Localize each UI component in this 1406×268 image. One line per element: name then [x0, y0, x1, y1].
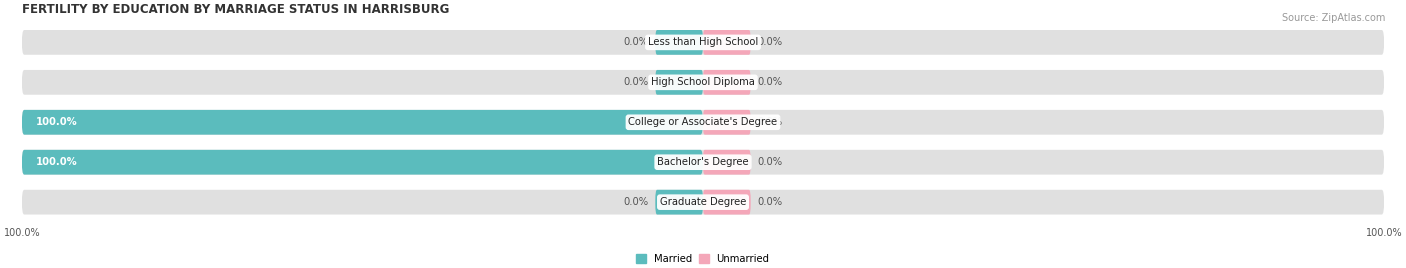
FancyBboxPatch shape: [21, 150, 1385, 174]
FancyBboxPatch shape: [703, 30, 751, 55]
Text: 0.0%: 0.0%: [758, 157, 783, 167]
Text: 0.0%: 0.0%: [623, 77, 648, 87]
Text: 0.0%: 0.0%: [758, 37, 783, 47]
FancyBboxPatch shape: [21, 190, 1385, 215]
Legend: Married, Unmarried: Married, Unmarried: [637, 254, 769, 264]
FancyBboxPatch shape: [21, 70, 1385, 95]
FancyBboxPatch shape: [703, 190, 751, 215]
Text: 0.0%: 0.0%: [623, 197, 648, 207]
FancyBboxPatch shape: [703, 110, 751, 135]
Text: 100.0%: 100.0%: [35, 157, 77, 167]
Text: College or Associate's Degree: College or Associate's Degree: [628, 117, 778, 127]
Text: 100.0%: 100.0%: [35, 117, 77, 127]
Text: 0.0%: 0.0%: [623, 37, 648, 47]
FancyBboxPatch shape: [655, 30, 703, 55]
FancyBboxPatch shape: [703, 150, 751, 174]
Text: FERTILITY BY EDUCATION BY MARRIAGE STATUS IN HARRISBURG: FERTILITY BY EDUCATION BY MARRIAGE STATU…: [21, 3, 449, 16]
FancyBboxPatch shape: [21, 110, 1385, 135]
FancyBboxPatch shape: [21, 30, 1385, 55]
FancyBboxPatch shape: [21, 150, 703, 174]
Text: Graduate Degree: Graduate Degree: [659, 197, 747, 207]
Text: Source: ZipAtlas.com: Source: ZipAtlas.com: [1281, 13, 1385, 23]
FancyBboxPatch shape: [655, 70, 703, 95]
Text: 0.0%: 0.0%: [758, 197, 783, 207]
FancyBboxPatch shape: [21, 110, 703, 135]
Text: High School Diploma: High School Diploma: [651, 77, 755, 87]
Text: 0.0%: 0.0%: [758, 117, 783, 127]
FancyBboxPatch shape: [703, 70, 751, 95]
Text: Bachelor's Degree: Bachelor's Degree: [657, 157, 749, 167]
Text: Less than High School: Less than High School: [648, 37, 758, 47]
Text: 0.0%: 0.0%: [758, 77, 783, 87]
FancyBboxPatch shape: [655, 190, 703, 215]
